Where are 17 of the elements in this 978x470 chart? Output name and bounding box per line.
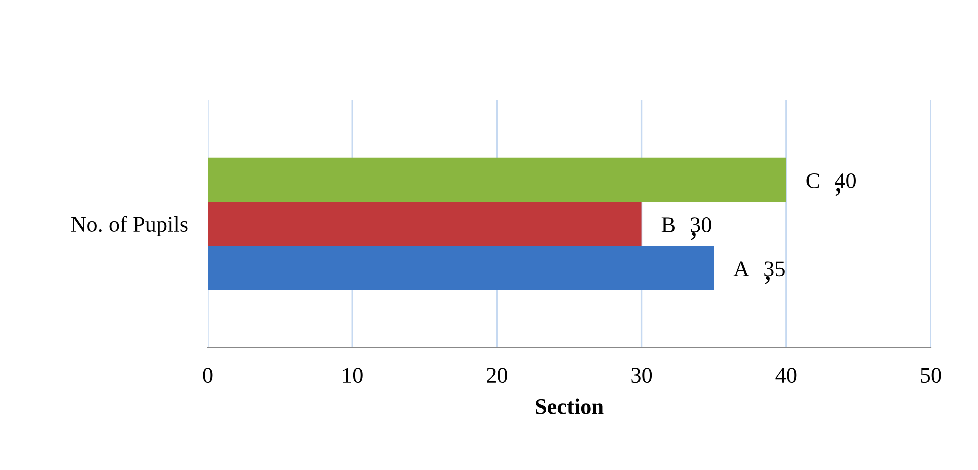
x-tick-label: 40 bbox=[776, 368, 797, 384]
x-tick-label: 10 bbox=[343, 368, 363, 384]
data-label: 40 bbox=[835, 173, 856, 188]
y-tick-label: No. of Pupils bbox=[71, 216, 188, 237]
x-tick-label: 30 bbox=[632, 368, 652, 384]
x-axis-title: Section bbox=[536, 398, 604, 414]
x-tick-label: 0 bbox=[203, 368, 213, 384]
series-label: B bbox=[662, 218, 675, 232]
bar bbox=[208, 158, 786, 202]
bar bbox=[208, 202, 642, 246]
data-label: 35 bbox=[764, 262, 785, 277]
series-label: C bbox=[806, 174, 820, 188]
x-tick-label: 20 bbox=[487, 368, 508, 384]
series-label: A bbox=[734, 262, 750, 276]
bar bbox=[208, 246, 714, 290]
data-label: 30 bbox=[691, 218, 712, 233]
x-tick-label: 50 bbox=[921, 368, 942, 384]
